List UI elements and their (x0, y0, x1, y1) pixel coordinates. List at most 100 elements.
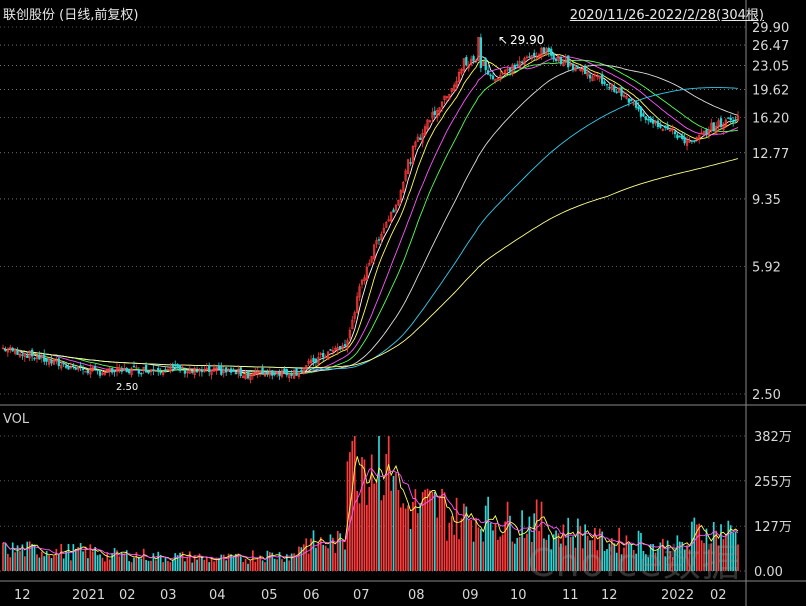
candle-body (200, 369, 204, 373)
volume-bar (540, 501, 543, 571)
candle-body (707, 129, 711, 136)
candle-body (520, 61, 524, 64)
volume-bar (295, 556, 298, 571)
candle-body (239, 367, 242, 376)
candle-body (610, 83, 614, 90)
candle-body (533, 52, 536, 57)
volume-bar (366, 504, 368, 571)
volume-bar (438, 495, 441, 571)
price-tick-label: 2.50 (752, 388, 781, 403)
candle-body (149, 369, 153, 373)
candle-body (154, 370, 157, 372)
volume-axis: 382万 255万 127万 0.00 (754, 430, 792, 580)
volume-bar (254, 561, 257, 571)
candle-body (666, 125, 669, 130)
volume-bar (302, 544, 305, 571)
volume-ma5-line (2, 456, 739, 561)
high-arrow-icon: ↖ (498, 33, 508, 47)
candle-body (523, 57, 526, 65)
candle-body (586, 71, 589, 77)
candle-body (729, 117, 732, 121)
candle-body (411, 145, 415, 165)
candle-body (246, 371, 250, 379)
volume-bar (281, 559, 283, 571)
candle-body (474, 59, 478, 62)
candle-body (127, 369, 131, 374)
candle-body (397, 199, 400, 205)
candle-body (642, 113, 645, 117)
volume-bar (358, 503, 361, 571)
volume-bar (210, 556, 213, 571)
volume-bar (261, 560, 264, 571)
candle-body (113, 370, 116, 373)
volume-bar (535, 499, 538, 571)
candle-body (229, 368, 233, 373)
volume-bar (480, 529, 482, 571)
volume-bar (572, 536, 574, 571)
volume-bar (407, 505, 409, 571)
candle-body (664, 126, 667, 128)
volume-bar (455, 497, 458, 571)
candle-body (132, 365, 136, 368)
volume-bar (19, 551, 21, 571)
volume-bar (654, 552, 657, 571)
volume-bar (11, 542, 14, 571)
candle-body (38, 354, 41, 360)
volume-bar (533, 513, 536, 571)
volume-bar (564, 545, 567, 571)
volume-bar (647, 557, 650, 571)
volume-bar (237, 553, 240, 571)
volume-bar (319, 537, 322, 571)
volume-bar (623, 547, 625, 571)
candle-body (477, 36, 480, 61)
volume-average-lines (2, 456, 739, 561)
candle-body (26, 355, 29, 358)
price-axis: 29.90 26.47 23.05 19.62 16.20 12.77 9.35 5.92 2.… (752, 21, 789, 403)
volume-bar (712, 522, 715, 571)
candle-body (169, 367, 172, 372)
candle-body (212, 367, 216, 372)
volume-bar (695, 524, 698, 571)
candle-body (111, 368, 114, 373)
candle-body (302, 367, 305, 374)
volume-bar (729, 525, 732, 571)
volume-bar (385, 453, 388, 571)
candle-body (326, 351, 330, 360)
candle-body (84, 371, 87, 373)
volume-bar (627, 543, 630, 571)
volume-bar (596, 550, 599, 571)
chart-title: 联创股份 (日线,前复权) (3, 8, 139, 23)
candle-body (290, 373, 293, 376)
candle-body (486, 70, 490, 75)
volume-bar (249, 559, 252, 571)
volume-bar (547, 534, 550, 571)
volume-bar (579, 526, 582, 571)
candle-body (227, 368, 230, 371)
volume-bar (370, 454, 373, 571)
volume-bar (530, 541, 533, 571)
candle-body (530, 55, 533, 60)
candle-body (436, 110, 439, 118)
volume-bar (215, 559, 218, 571)
volume-bars (2, 436, 739, 571)
candle-body (399, 190, 402, 201)
volume-bar (268, 552, 271, 571)
volume-bar (230, 554, 232, 571)
candle-body (705, 129, 708, 135)
candle-body (656, 120, 660, 127)
volume-bar (560, 543, 562, 571)
volume-bar (732, 532, 734, 571)
volume-bar (470, 520, 473, 571)
volume-bar (38, 557, 41, 571)
candlesticks (1, 33, 740, 384)
candle-body (724, 119, 728, 127)
volume-bar (412, 501, 414, 571)
time-tick-label: 12 (601, 588, 618, 603)
candle-body (552, 53, 555, 60)
volume-panel-label: VOL (3, 412, 30, 427)
date-range[interactable]: 2020/11/26-2022/2/28(304根) (569, 8, 764, 23)
candle-body (237, 368, 240, 374)
candle-body (305, 365, 308, 370)
candle-body (205, 367, 208, 370)
ma120-line (2, 87, 739, 370)
